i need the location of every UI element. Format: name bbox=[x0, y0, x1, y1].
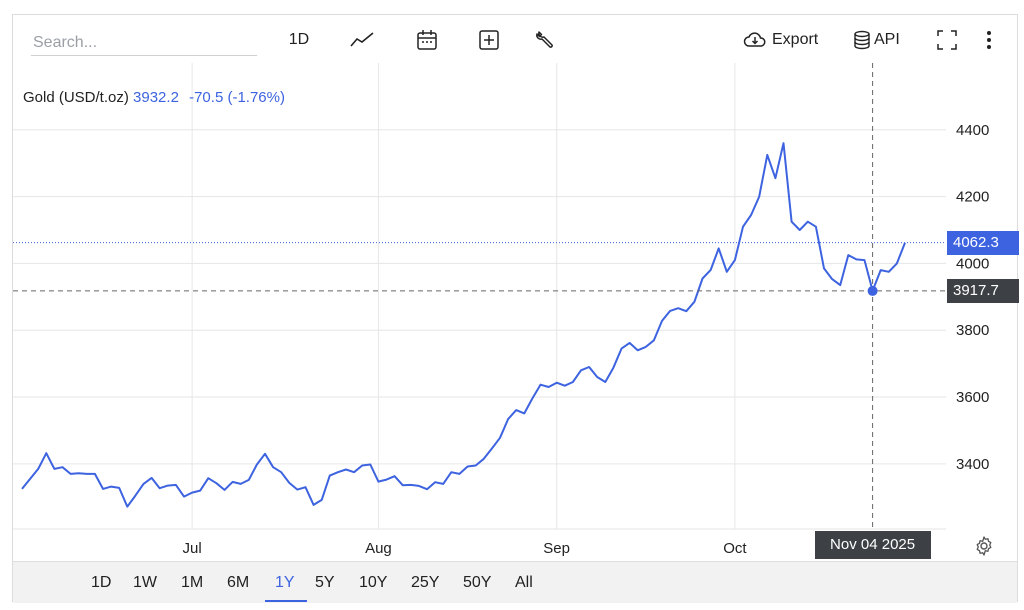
range-tab-50y[interactable]: 50Y bbox=[463, 574, 492, 591]
calendar-icon[interactable] bbox=[413, 27, 441, 53]
cloud-download-icon bbox=[743, 31, 767, 49]
y-tick-label: 4000 bbox=[956, 255, 989, 272]
range-tab-25y[interactable]: 25Y bbox=[411, 574, 440, 591]
chart-legend: Gold (USD/t.oz) 3932.2 -70.5 (-1.76%) bbox=[23, 89, 285, 106]
legend-series-name: Gold (USD/t.oz) bbox=[23, 89, 129, 106]
range-tab-1d[interactable]: 1D bbox=[91, 574, 112, 591]
range-selector: 1D 1W 1M 6M 1Y 5Y 10Y 25Y 50Y All bbox=[13, 561, 1017, 603]
x-tick-label: Oct bbox=[723, 540, 747, 557]
y-tick-label: 4400 bbox=[956, 122, 989, 139]
crosshair-price-tag: 3917.7 bbox=[947, 278, 1019, 303]
range-tab-6m[interactable]: 6M bbox=[227, 574, 250, 591]
y-tick-label: 4200 bbox=[956, 189, 989, 206]
export-button[interactable]: Export bbox=[743, 27, 833, 53]
search-input[interactable] bbox=[31, 31, 257, 56]
interval-button[interactable]: 1D bbox=[288, 31, 310, 48]
crosshair-date-tag: Nov 04 2025 bbox=[814, 531, 931, 559]
range-tab-1y[interactable]: 1Y bbox=[275, 574, 295, 591]
more-vertical-icon[interactable] bbox=[979, 27, 999, 53]
x-tick-label: Jul bbox=[183, 540, 202, 557]
wrench-icon[interactable] bbox=[531, 27, 559, 53]
crosshair-point bbox=[867, 285, 878, 296]
range-tab-1m[interactable]: 1M bbox=[181, 574, 204, 591]
y-tick-label: 3600 bbox=[956, 389, 989, 406]
x-tick-label: Sep bbox=[543, 540, 570, 557]
legend-change: -70.5 (-1.76%) bbox=[189, 89, 285, 106]
database-icon bbox=[853, 30, 871, 50]
range-tab-1w[interactable]: 1W bbox=[133, 574, 157, 591]
last-price-tag: 4062.3 bbox=[947, 230, 1019, 255]
settings-gear-icon[interactable] bbox=[973, 535, 995, 557]
fullscreen-icon[interactable] bbox=[933, 27, 961, 53]
legend-price: 3932.2 bbox=[133, 89, 179, 106]
series-line-gold bbox=[21, 142, 906, 508]
range-tab-5y[interactable]: 5Y bbox=[315, 574, 335, 591]
export-label: Export bbox=[772, 31, 819, 48]
toolbar: 1D Export API bbox=[13, 15, 1017, 63]
plus-box-icon[interactable] bbox=[475, 27, 503, 53]
line-chart-icon[interactable] bbox=[347, 27, 377, 53]
active-range-underline bbox=[265, 600, 307, 602]
price-chart[interactable]: 3400 3600 3800 4000 4200 4400 Jul Aug Sep Oct bbox=[13, 15, 1019, 561]
range-tab-all[interactable]: All bbox=[515, 574, 533, 591]
y-tick-label: 3400 bbox=[956, 456, 989, 473]
chart-widget: 3400 3600 3800 4000 4200 4400 Jul Aug Sep Oct 1D … bbox=[12, 14, 1019, 603]
x-tick-label: Aug bbox=[365, 540, 392, 557]
api-label: API bbox=[874, 31, 900, 48]
y-tick-label: 3800 bbox=[956, 322, 989, 339]
range-tab-10y[interactable]: 10Y bbox=[359, 574, 388, 591]
api-button[interactable]: API bbox=[853, 27, 909, 53]
